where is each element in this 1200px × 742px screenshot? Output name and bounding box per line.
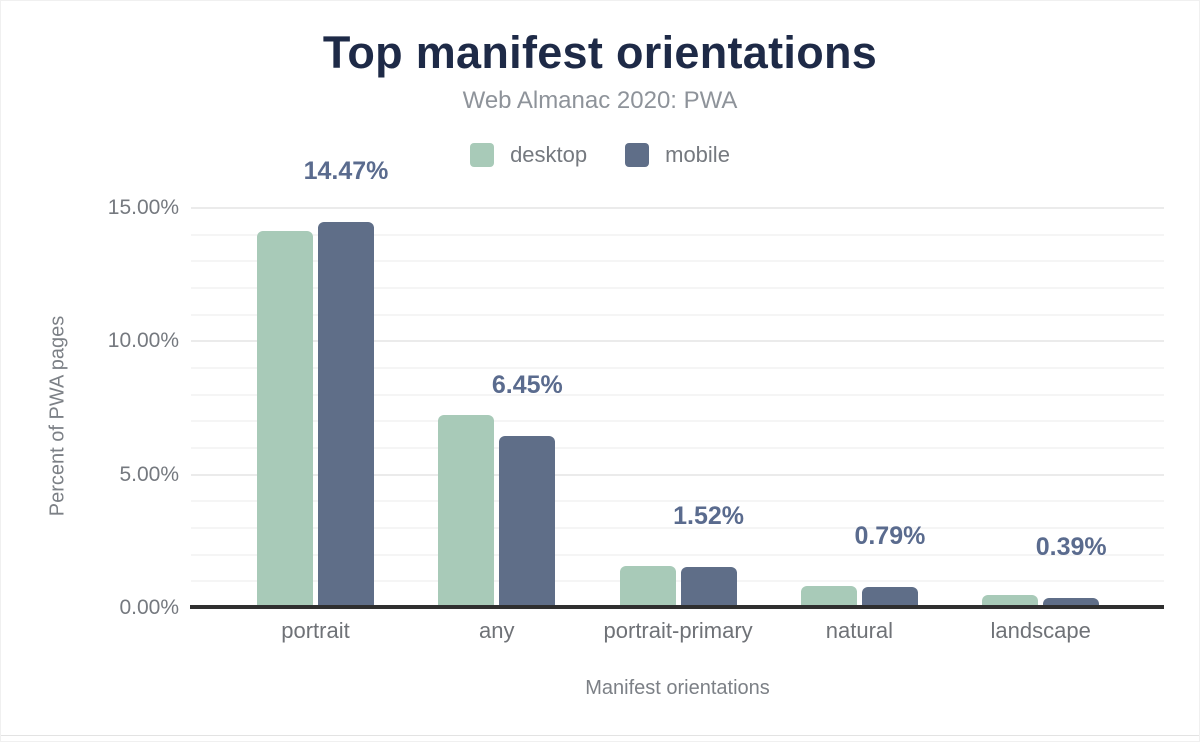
chart-subtitle: Web Almanac 2020: PWA	[462, 87, 738, 114]
y-axis-tick-label: 0.00%	[119, 596, 179, 619]
bar-mobile-portrait	[318, 222, 374, 608]
y-axis-tick-label: 5.00%	[119, 462, 179, 486]
gridline-minor	[191, 233, 1164, 236]
gridline-minor	[191, 500, 1164, 503]
gridline-major	[191, 473, 1164, 476]
bar-mobile-landscape	[1043, 597, 1100, 608]
bar-desktop-portrait	[257, 231, 313, 608]
legend-item-desktop: desktop	[470, 142, 587, 168]
figure-bottom-border	[1, 735, 1199, 736]
y-axis-tick-label: 10.00%	[107, 329, 179, 353]
bar-value-label: 14.47%	[303, 157, 389, 186]
bar-value-label: 1.52%	[673, 502, 745, 531]
bar-value-label: 0.79%	[854, 521, 926, 550]
legend-item-mobile: mobile	[625, 142, 730, 168]
gridline-minor	[191, 447, 1164, 449]
bar-value-label: 0.39%	[1035, 532, 1107, 561]
x-axis-tick-label: natural	[825, 618, 894, 643]
bar-desktop-landscape	[982, 595, 1039, 608]
bar-mobile-portrait-primary	[680, 567, 737, 608]
bar-desktop-portrait-primary	[619, 566, 676, 608]
chart-title: Top manifest orientations	[322, 27, 878, 78]
x-axis-tick-label: any	[479, 618, 515, 643]
bar-desktop-any	[438, 414, 495, 608]
gridline-minor	[191, 367, 1164, 369]
x-axis-tick-label: landscape	[990, 618, 1091, 643]
legend-swatch-mobile	[625, 143, 650, 167]
gridline-minor	[191, 313, 1164, 316]
gridline-minor	[191, 260, 1164, 263]
gridline-minor	[191, 553, 1164, 556]
bar-mobile-natural	[861, 586, 918, 608]
x-axis-line	[190, 605, 1164, 609]
legend: desktop mobile	[1, 142, 1199, 168]
y-axis-tick-label: 15.00%	[107, 196, 179, 219]
bar-value-label: 6.45%	[491, 371, 563, 399]
bar-desktop-natural	[800, 586, 857, 608]
x-axis-title: Manifest orientations	[585, 677, 770, 699]
gridline-minor	[191, 580, 1164, 583]
legend-swatch-desktop	[470, 143, 495, 167]
gridline-minor	[191, 527, 1164, 529]
legend-label-mobile: mobile	[665, 142, 730, 167]
gridline-minor	[191, 287, 1164, 289]
x-axis-tick-label: portrait	[281, 618, 350, 643]
gridline-major	[191, 340, 1164, 343]
gridline-minor	[191, 393, 1164, 396]
x-axis-tick-label: portrait-primary	[603, 618, 753, 643]
legend-label-desktop: desktop	[510, 142, 588, 167]
gridline-minor	[191, 420, 1164, 423]
gridline-major	[191, 207, 1164, 209]
bar-mobile-any	[499, 436, 556, 608]
